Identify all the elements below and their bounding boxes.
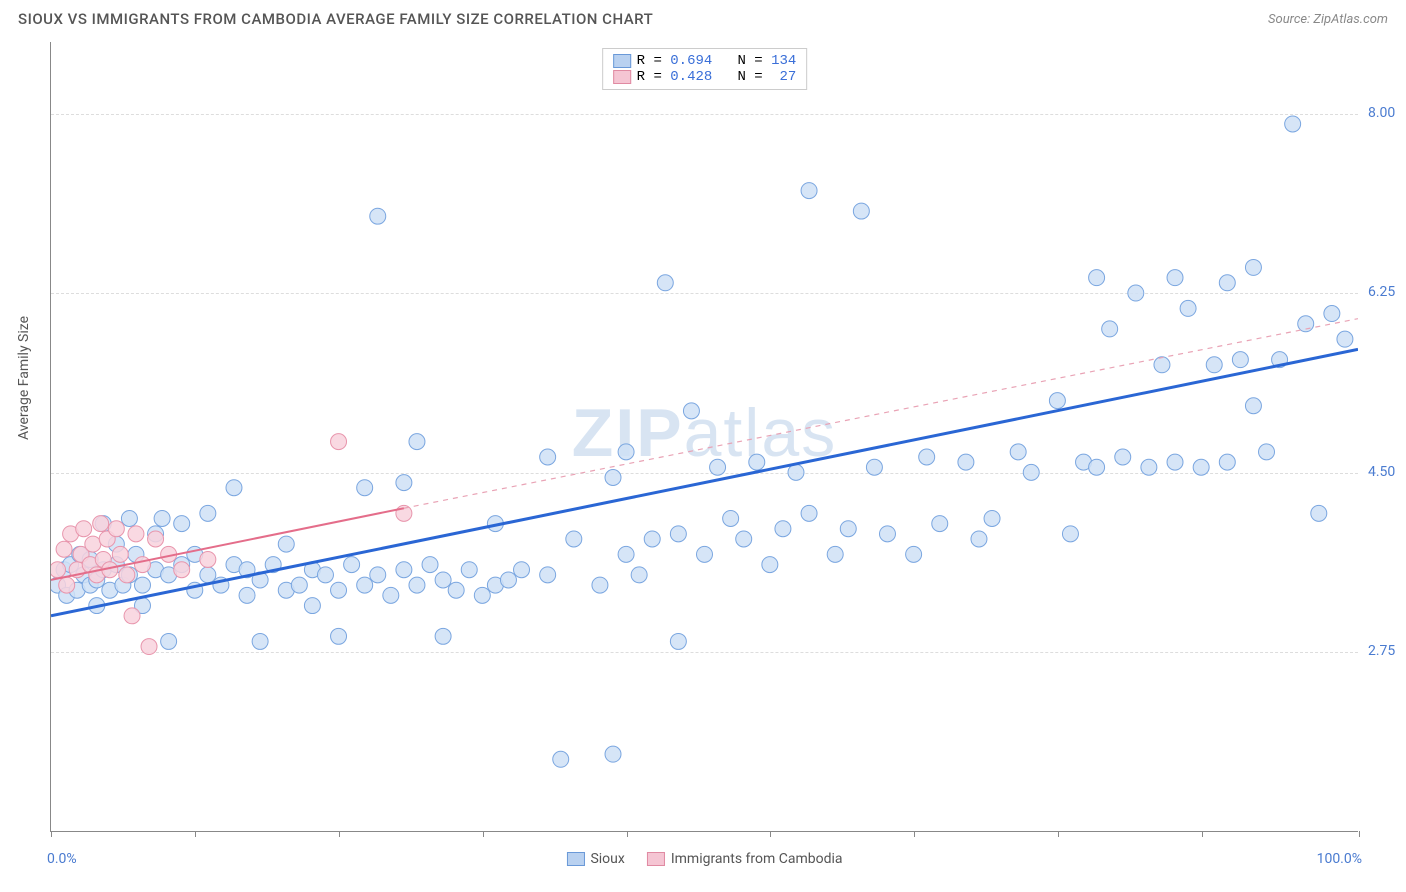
xtick-right: 100.0% [1317, 851, 1362, 867]
swatch-sioux [613, 54, 631, 68]
xtick [770, 831, 771, 837]
swatch-cambodia-icon [647, 852, 665, 866]
scatter-svg [51, 42, 1358, 831]
chart-title: SIOUX VS IMMIGRANTS FROM CAMBODIA AVERAG… [18, 10, 653, 28]
legend-row-sioux: R = 0.694 N = 134 [613, 53, 797, 69]
ytick-label: 8.00 [1368, 105, 1406, 121]
xtick [1058, 831, 1059, 837]
xtick [914, 831, 915, 837]
xtick [51, 831, 52, 837]
xtick [627, 831, 628, 837]
legend-item-sioux: Sioux [566, 851, 624, 867]
xtick [1202, 831, 1203, 837]
swatch-cambodia [613, 70, 631, 84]
xtick [339, 831, 340, 837]
correlation-legend: R = 0.694 N = 134 R = 0.428 N = 27 [602, 48, 808, 90]
series-legend: Sioux Immigrants from Cambodia [566, 851, 842, 867]
xtick [483, 831, 484, 837]
ytick-label: 6.25 [1368, 284, 1406, 300]
swatch-sioux-icon [566, 852, 584, 866]
plot-area: ZIPatlas R = 0.694 N = 134 R = 0.428 N =… [50, 42, 1358, 832]
xtick [1359, 831, 1360, 837]
y-axis-label: Average Family Size [16, 316, 32, 440]
xtick [195, 831, 196, 837]
title-bar: SIOUX VS IMMIGRANTS FROM CAMBODIA AVERAG… [0, 0, 1406, 34]
source-label: Source: ZipAtlas.com [1268, 12, 1388, 27]
legend-row-cambodia: R = 0.428 N = 27 [613, 69, 797, 85]
xtick-left: 0.0% [47, 851, 77, 867]
ytick-label: 2.75 [1368, 643, 1406, 659]
ytick-label: 4.50 [1368, 464, 1406, 480]
legend-item-cambodia: Immigrants from Cambodia [647, 851, 843, 867]
